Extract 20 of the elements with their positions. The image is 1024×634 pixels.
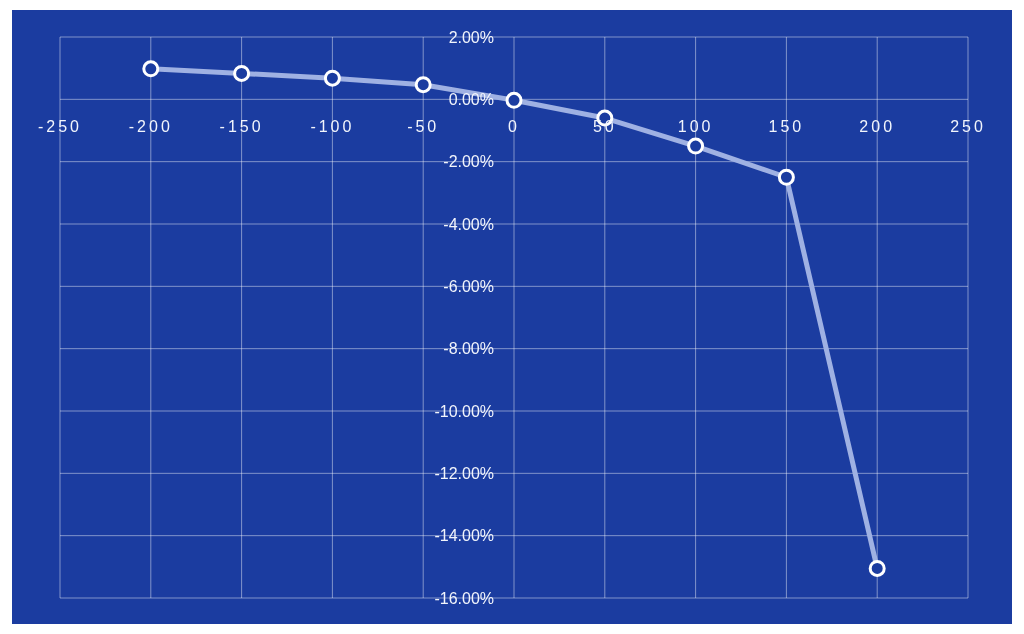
- y-tick-label: -2.00%: [443, 153, 494, 171]
- y-tick-label: -16.00%: [434, 589, 494, 607]
- x-tick-label: -250: [37, 117, 83, 135]
- x-tick-label: 200: [859, 117, 896, 135]
- y-tick-label: -8.00%: [443, 340, 494, 358]
- x-tick-label: 0: [508, 117, 520, 135]
- x-tick-label: 250: [950, 117, 986, 135]
- y-tick-label: -12.00%: [434, 464, 494, 482]
- x-tick-label: -100: [310, 117, 355, 135]
- x-tick-label: 100: [677, 117, 714, 135]
- x-tick-label: -200: [128, 117, 173, 135]
- y-tick-label: 0.00%: [448, 90, 494, 108]
- x-tick-label: -50: [407, 117, 440, 135]
- y-tick-label: -14.00%: [434, 527, 494, 545]
- x-tick-label: -150: [219, 117, 264, 135]
- y-tick-label: -6.00%: [443, 277, 494, 295]
- x-tick-label: 150: [768, 117, 805, 135]
- y-tick-label: 2.00%: [448, 28, 494, 46]
- y-tick-label: -4.00%: [443, 215, 494, 233]
- y-tick-label: -10.00%: [434, 402, 494, 420]
